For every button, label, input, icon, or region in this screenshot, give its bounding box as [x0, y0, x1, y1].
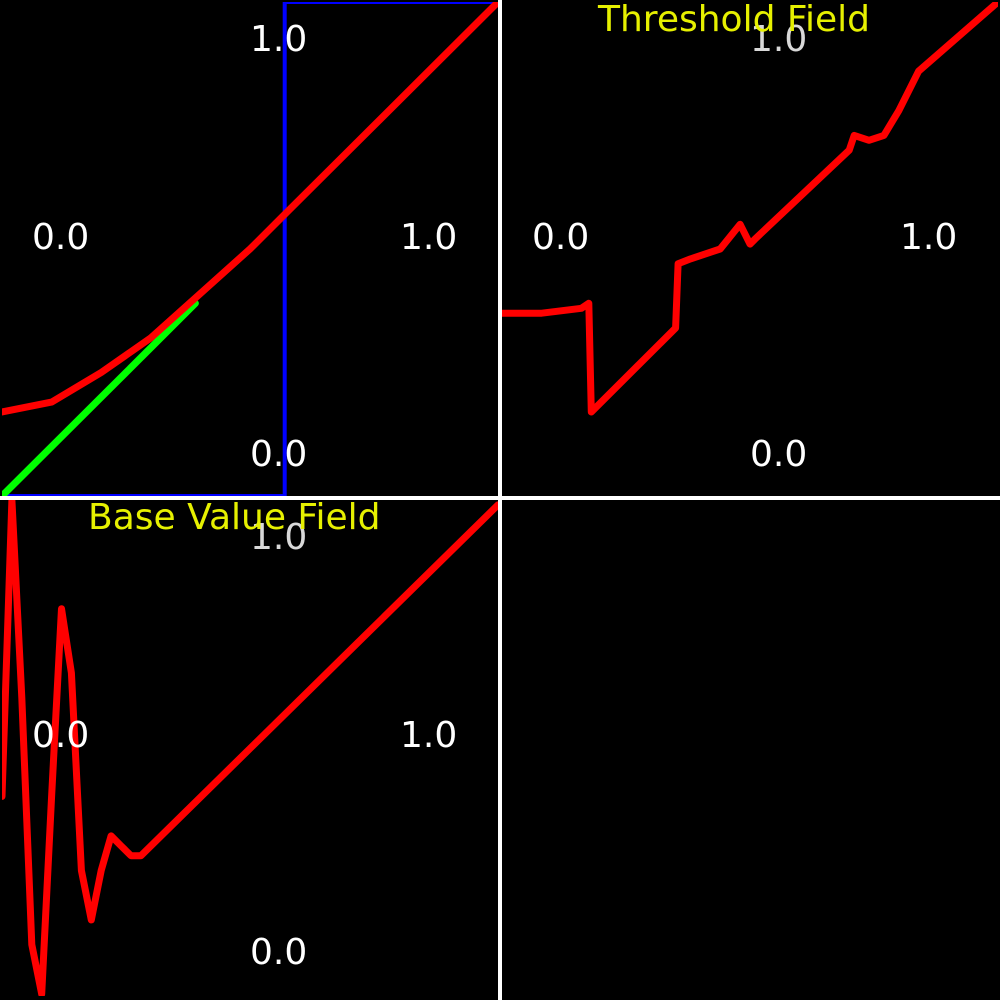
axis-label-left: 0.0 [532, 217, 590, 258]
series-line-0 [2, 500, 498, 996]
grid-divider-vertical [498, 0, 502, 1000]
grid-divider-horizontal [0, 496, 1000, 500]
axis-label-top: 1.0 [750, 19, 808, 60]
empty-panel-bottom-right [502, 500, 998, 996]
series-line-0 [502, 2, 998, 416]
axis-label-right: 1.0 [900, 217, 958, 258]
chart-title: Threshold Field [598, 2, 870, 40]
axis-label-bottom: 0.0 [250, 932, 308, 973]
axis-label-right: 1.0 [400, 715, 458, 756]
axis-label-left: 0.0 [32, 217, 90, 258]
series-line-1 [2, 299, 199, 496]
axis-label-top: 1.0 [250, 19, 308, 60]
chart-panel-bottom-left: 1.0 Base Value Field 0.0 1.0 0.0 [2, 500, 498, 996]
series-line-0 [2, 2, 498, 496]
axis-label-bottom: 0.0 [250, 434, 308, 475]
chart-panel-top-left: 1.0 0.0 1.0 0.0 [2, 2, 498, 496]
axis-label-top: 1.0 [250, 517, 308, 558]
plot-area [2, 500, 498, 996]
axis-label-bottom: 0.0 [750, 434, 808, 475]
plot-area [502, 2, 998, 416]
chart-panel-top-right: 1.0 Threshold Field 0.0 1.0 0.0 [502, 2, 998, 496]
axis-label-left: 0.0 [32, 715, 90, 756]
series-line-2 [2, 2, 498, 416]
plot-area [2, 2, 498, 496]
chart-title: Base Value Field [88, 500, 381, 538]
axis-label-right: 1.0 [400, 217, 458, 258]
